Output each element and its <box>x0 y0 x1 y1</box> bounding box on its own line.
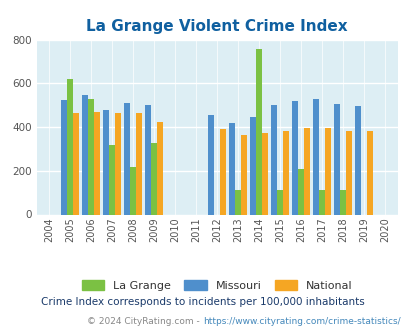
Bar <box>256 50 262 214</box>
Bar <box>136 113 142 214</box>
Bar <box>67 79 73 214</box>
Legend: La Grange, Missouri, National: La Grange, Missouri, National <box>77 276 356 296</box>
Text: https://www.cityrating.com/crime-statistics/: https://www.cityrating.com/crime-statist… <box>202 317 400 326</box>
Bar <box>313 99 318 214</box>
Bar <box>303 128 309 214</box>
Bar <box>292 101 298 214</box>
Bar <box>262 133 267 214</box>
Bar <box>339 190 345 215</box>
Bar <box>82 95 88 214</box>
Bar <box>229 123 235 214</box>
Bar <box>151 144 157 214</box>
Bar <box>61 100 67 214</box>
Bar <box>109 145 115 214</box>
Bar <box>366 131 372 214</box>
Bar <box>73 113 79 214</box>
Bar <box>130 168 136 215</box>
Bar <box>271 105 277 214</box>
Bar <box>298 169 303 214</box>
Bar <box>354 106 360 214</box>
Bar <box>282 131 288 214</box>
Text: Crime Index corresponds to incidents per 100,000 inhabitants: Crime Index corresponds to incidents per… <box>41 297 364 307</box>
Bar <box>250 117 256 214</box>
Bar <box>277 190 282 215</box>
Bar <box>241 135 246 214</box>
Bar <box>145 105 151 214</box>
Bar <box>88 99 94 214</box>
Bar <box>318 190 324 215</box>
Text: © 2024 CityRating.com -: © 2024 CityRating.com - <box>87 317 202 326</box>
Bar <box>103 110 109 214</box>
Bar <box>208 115 214 214</box>
Bar <box>157 121 162 214</box>
Bar <box>94 112 100 214</box>
Bar <box>334 104 339 214</box>
Title: La Grange Violent Crime Index: La Grange Violent Crime Index <box>86 19 347 34</box>
Bar <box>124 103 130 214</box>
Bar <box>324 128 330 214</box>
Bar <box>234 190 241 215</box>
Bar <box>220 129 226 214</box>
Bar <box>115 113 121 214</box>
Bar <box>345 131 351 214</box>
